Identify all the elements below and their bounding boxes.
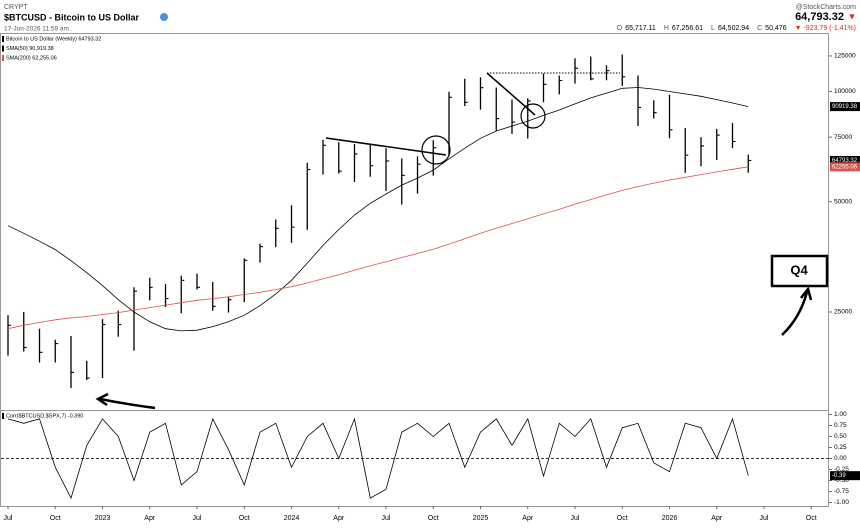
x-tick-label: Apr bbox=[522, 515, 534, 522]
last-label: 62255.06 bbox=[832, 164, 858, 170]
y-tick-label: 75000 bbox=[834, 134, 852, 141]
x-tick-label: 2023 bbox=[95, 515, 111, 522]
x-tick-label: Oct bbox=[50, 515, 61, 522]
last-label: -0.39 bbox=[832, 473, 846, 479]
y-tick-label: 25000 bbox=[834, 309, 852, 316]
x-tick-label: Jul bbox=[760, 515, 769, 522]
quote-label: C bbox=[757, 25, 762, 32]
x-tick-label: 2025 bbox=[473, 515, 489, 522]
annotation: Q4 bbox=[790, 262, 808, 277]
legend-swatch bbox=[2, 36, 4, 42]
legend-entry: Bitcoin to US Dollar (Weekly) 64793.32 bbox=[6, 36, 101, 42]
x-tick-label: Oct bbox=[617, 515, 628, 522]
series-line bbox=[7, 417, 749, 500]
legend-entry: SMA(200) 62,255.06 bbox=[6, 55, 57, 61]
quote-label: H bbox=[664, 25, 669, 32]
x-tick-label: Jul bbox=[382, 515, 391, 522]
circle bbox=[421, 135, 451, 165]
arrow-head bbox=[800, 286, 813, 301]
x-tick-label: Apr bbox=[144, 515, 156, 522]
x-tick-label: Apr bbox=[333, 515, 345, 522]
series-line bbox=[7, 166, 749, 330]
quote-label: O bbox=[617, 25, 623, 32]
x-tick-label: Jul bbox=[193, 515, 202, 522]
y-tick-label: 125000 bbox=[834, 53, 856, 60]
legend-entry: Corr($BTCUSD,$SPX,7) -0.390 bbox=[6, 413, 83, 419]
y-tick-label: 100000 bbox=[834, 88, 856, 95]
change: ▼ -923.79 (-1.41%) bbox=[795, 25, 856, 32]
last-label-box bbox=[830, 102, 860, 112]
trend-line bbox=[486, 72, 536, 116]
x-tick-label: Oct bbox=[806, 515, 817, 522]
trend-line bbox=[325, 137, 447, 156]
legend-swatch bbox=[2, 55, 4, 61]
arrow bbox=[99, 397, 156, 410]
last-label: 64793.32 bbox=[832, 158, 858, 164]
last-label-box bbox=[830, 155, 860, 165]
y-tick-label: 0.75 bbox=[834, 422, 847, 429]
last-label: 90919.38 bbox=[832, 104, 858, 110]
last-label-box bbox=[830, 471, 860, 481]
add-icon[interactable] bbox=[160, 13, 168, 21]
legend-entry: SMA(50) 90,919.38 bbox=[6, 46, 54, 52]
last-label-box bbox=[830, 162, 860, 172]
last-marker: ▼ bbox=[848, 11, 857, 21]
y-tick-label: 1.00 bbox=[834, 411, 847, 418]
x-tick-label: Apr bbox=[711, 515, 723, 522]
y-tick-label: -1.00 bbox=[834, 499, 849, 506]
quote-value: 50,476 bbox=[765, 25, 787, 32]
legend-swatch bbox=[2, 45, 4, 52]
y-tick-label: 0.25 bbox=[834, 444, 847, 451]
arrow bbox=[781, 291, 809, 336]
legend-swatch bbox=[2, 413, 4, 419]
source: @StockCharts.com bbox=[796, 4, 857, 11]
exchange: CRYPT bbox=[4, 4, 28, 11]
quote-value: 67,256.61 bbox=[672, 25, 703, 32]
quote: O 65,717.11 H 67,256.61 L 64,502.94 C 50,476 ▼ -… bbox=[617, 25, 856, 32]
circle bbox=[520, 103, 546, 129]
series-line bbox=[7, 87, 749, 332]
quote-label: L bbox=[711, 25, 715, 32]
y-tick-label: 0.50 bbox=[834, 433, 847, 440]
x-tick-label: Oct bbox=[428, 515, 439, 522]
x-tick-label: Jul bbox=[571, 515, 580, 522]
arrow-head bbox=[95, 392, 109, 407]
date: 17-Jun-2026 11:59 am bbox=[4, 26, 69, 33]
chart-title: $BTCUSD - Bitcoin to US Dollar bbox=[4, 12, 140, 22]
annotations bbox=[95, 72, 829, 410]
x-tick-label: 2026 bbox=[662, 515, 678, 522]
q4-box bbox=[770, 254, 829, 288]
y-tick-label: -0.75 bbox=[834, 488, 849, 495]
x-tick-label: 2024 bbox=[284, 515, 300, 522]
y-tick-label: 50000 bbox=[834, 198, 852, 205]
x-tick-label: Jul bbox=[4, 515, 13, 522]
y-tick-label: 0.00 bbox=[834, 455, 847, 462]
y-tick-label: -0.25 bbox=[834, 466, 849, 473]
quote-value: 64,502.94 bbox=[718, 25, 749, 32]
quote-value: 65,717.11 bbox=[625, 25, 656, 32]
last-price: 64,793.32 bbox=[795, 11, 844, 23]
y-tick-label: -0.50 bbox=[834, 477, 849, 484]
x-tick-label: Oct bbox=[239, 515, 250, 522]
